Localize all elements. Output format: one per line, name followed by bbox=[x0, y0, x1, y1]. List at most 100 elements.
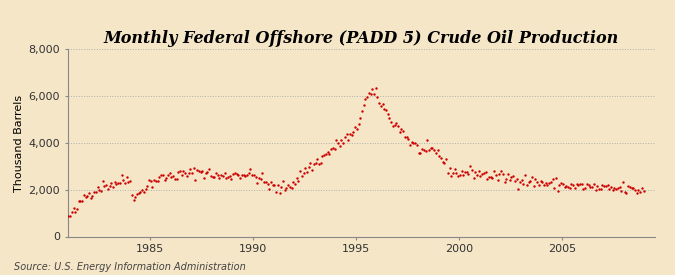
Point bbox=[341, 132, 352, 137]
Point bbox=[573, 183, 584, 188]
Point bbox=[556, 181, 566, 185]
Point bbox=[331, 138, 342, 142]
Point bbox=[400, 135, 410, 139]
Point bbox=[628, 186, 639, 190]
Point bbox=[360, 97, 371, 102]
Point bbox=[148, 178, 159, 182]
Point bbox=[530, 176, 541, 181]
Point bbox=[453, 174, 464, 179]
Point bbox=[85, 196, 96, 200]
Point bbox=[238, 172, 249, 177]
Point bbox=[382, 111, 393, 116]
Point bbox=[338, 141, 348, 145]
Point bbox=[479, 170, 489, 175]
Point bbox=[480, 170, 491, 174]
Point bbox=[240, 174, 250, 178]
Point bbox=[468, 176, 479, 181]
Point bbox=[171, 177, 182, 181]
Point bbox=[502, 172, 513, 176]
Point bbox=[614, 185, 625, 189]
Point bbox=[327, 145, 338, 150]
Point bbox=[219, 171, 230, 175]
Point bbox=[123, 180, 134, 184]
Text: Source: U.S. Energy Information Administration: Source: U.S. Energy Information Administ… bbox=[14, 262, 245, 272]
Point bbox=[147, 185, 158, 189]
Point bbox=[540, 181, 551, 185]
Point bbox=[273, 183, 284, 188]
Point bbox=[564, 186, 575, 190]
Point bbox=[269, 183, 280, 188]
Point bbox=[389, 123, 400, 127]
Point bbox=[381, 108, 392, 112]
Point bbox=[163, 173, 173, 177]
Point bbox=[372, 94, 383, 99]
Point bbox=[134, 191, 144, 195]
Point bbox=[520, 173, 531, 177]
Point bbox=[482, 177, 493, 181]
Point bbox=[232, 172, 242, 176]
Point bbox=[604, 186, 615, 191]
Point bbox=[425, 146, 436, 150]
Point bbox=[637, 185, 647, 190]
Point bbox=[295, 169, 306, 174]
Point bbox=[348, 130, 359, 134]
Point bbox=[638, 189, 649, 194]
Point bbox=[312, 157, 323, 162]
Point bbox=[308, 162, 319, 166]
Point bbox=[283, 183, 294, 188]
Point bbox=[611, 187, 622, 191]
Point bbox=[410, 141, 421, 145]
Point bbox=[166, 175, 177, 179]
Point bbox=[144, 178, 155, 182]
Point bbox=[446, 174, 457, 178]
Point bbox=[317, 154, 328, 158]
Point bbox=[518, 182, 529, 186]
Point bbox=[164, 171, 175, 175]
Point bbox=[77, 199, 88, 204]
Title: Monthly Federal Offshore (PADD 5) Crude Oil Production: Monthly Federal Offshore (PADD 5) Crude … bbox=[103, 29, 619, 46]
Point bbox=[450, 167, 460, 171]
Point bbox=[274, 191, 285, 196]
Point bbox=[497, 172, 508, 176]
Point bbox=[626, 185, 637, 190]
Point bbox=[587, 185, 597, 189]
Point bbox=[375, 104, 386, 109]
Point bbox=[477, 172, 487, 177]
Point bbox=[135, 189, 146, 194]
Point bbox=[130, 195, 140, 200]
Point bbox=[197, 169, 208, 173]
Point bbox=[310, 160, 321, 165]
Point bbox=[92, 185, 103, 189]
Point bbox=[200, 171, 211, 175]
Point bbox=[362, 95, 373, 99]
Point bbox=[491, 173, 502, 177]
Point bbox=[448, 171, 458, 175]
Point bbox=[377, 102, 388, 106]
Point bbox=[492, 178, 503, 183]
Point bbox=[571, 181, 582, 186]
Point bbox=[230, 171, 240, 176]
Point bbox=[590, 187, 601, 192]
Point bbox=[514, 180, 525, 185]
Point bbox=[537, 180, 547, 185]
Point bbox=[630, 188, 641, 192]
Point bbox=[346, 133, 357, 137]
Point bbox=[75, 198, 86, 203]
Point bbox=[619, 189, 630, 194]
Point bbox=[109, 179, 120, 184]
Point bbox=[511, 177, 522, 181]
Y-axis label: Thousand Barrels: Thousand Barrels bbox=[14, 94, 24, 192]
Point bbox=[190, 178, 201, 183]
Point bbox=[122, 174, 132, 179]
Point bbox=[549, 186, 560, 190]
Point bbox=[435, 156, 446, 160]
Point bbox=[329, 147, 340, 152]
Point bbox=[292, 176, 302, 180]
Point bbox=[68, 206, 79, 210]
Point bbox=[173, 170, 184, 175]
Point bbox=[532, 180, 543, 185]
Point bbox=[423, 148, 434, 152]
Point bbox=[314, 162, 325, 166]
Point bbox=[398, 128, 408, 133]
Point bbox=[90, 190, 101, 194]
